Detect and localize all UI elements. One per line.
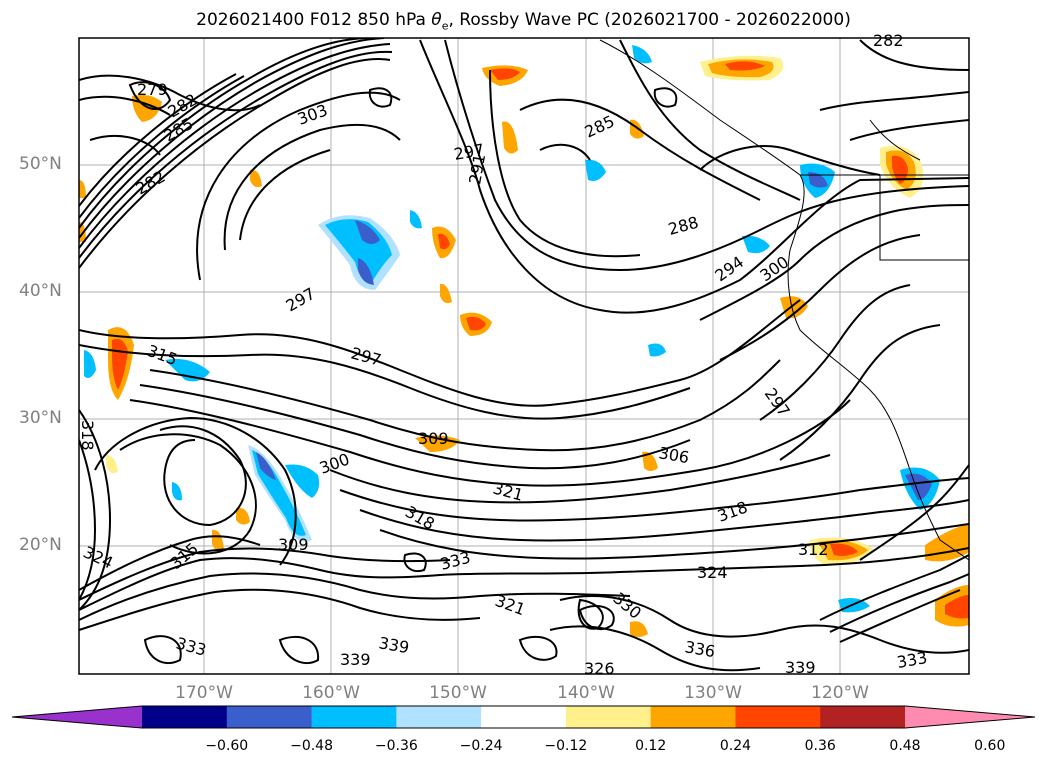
plot-frame — [78, 37, 970, 675]
contour-label: 309 — [278, 535, 309, 554]
map-title: 2026021400 F012 850 hPa θe, Rossby Wave … — [196, 10, 851, 33]
lat-label: 50°N — [19, 154, 62, 174]
lon-label: 140°W — [557, 683, 615, 703]
colorbar-tick-label: 0.36 — [804, 738, 836, 754]
colorbar-tick-label: 0.12 — [635, 738, 667, 754]
contour-label: 309 — [418, 429, 449, 448]
lat-label: 30°N — [19, 408, 62, 428]
contour-label: 326 — [584, 659, 615, 678]
contour-label: 312 — [798, 540, 829, 559]
colorbar-tick-label: 0.24 — [719, 738, 752, 754]
colorbar-tick-label: 0.60 — [974, 738, 1006, 754]
contour-label: 318 — [78, 420, 97, 451]
lon-label: 120°W — [811, 683, 869, 703]
colorbar-tick-label: −0.48 — [290, 738, 333, 754]
theta-e-contours — [79, 38, 969, 672]
coastlines — [599, 39, 969, 561]
contour-label: 279 — [137, 80, 168, 99]
colorbar-tick-label: −0.36 — [374, 738, 418, 754]
colorbar-tick-label: −0.12 — [544, 738, 588, 754]
lon-label: 170°W — [175, 683, 233, 703]
colorbar-tick-label: 0.48 — [889, 738, 921, 754]
lon-label: 130°W — [684, 683, 742, 703]
contour-label: 339 — [785, 658, 816, 677]
contour-label: 282 — [873, 31, 904, 50]
lon-label: 160°W — [302, 683, 360, 703]
colorbar-tick-label: −0.60 — [205, 738, 249, 754]
lat-label: 20°N — [19, 535, 62, 555]
colorbar-tick-label: −0.24 — [459, 738, 503, 754]
contour-label: 324 — [697, 563, 728, 582]
contour-label: 339 — [340, 650, 371, 669]
lon-label: 150°W — [429, 683, 487, 703]
lat-label: 40°N — [19, 281, 62, 301]
